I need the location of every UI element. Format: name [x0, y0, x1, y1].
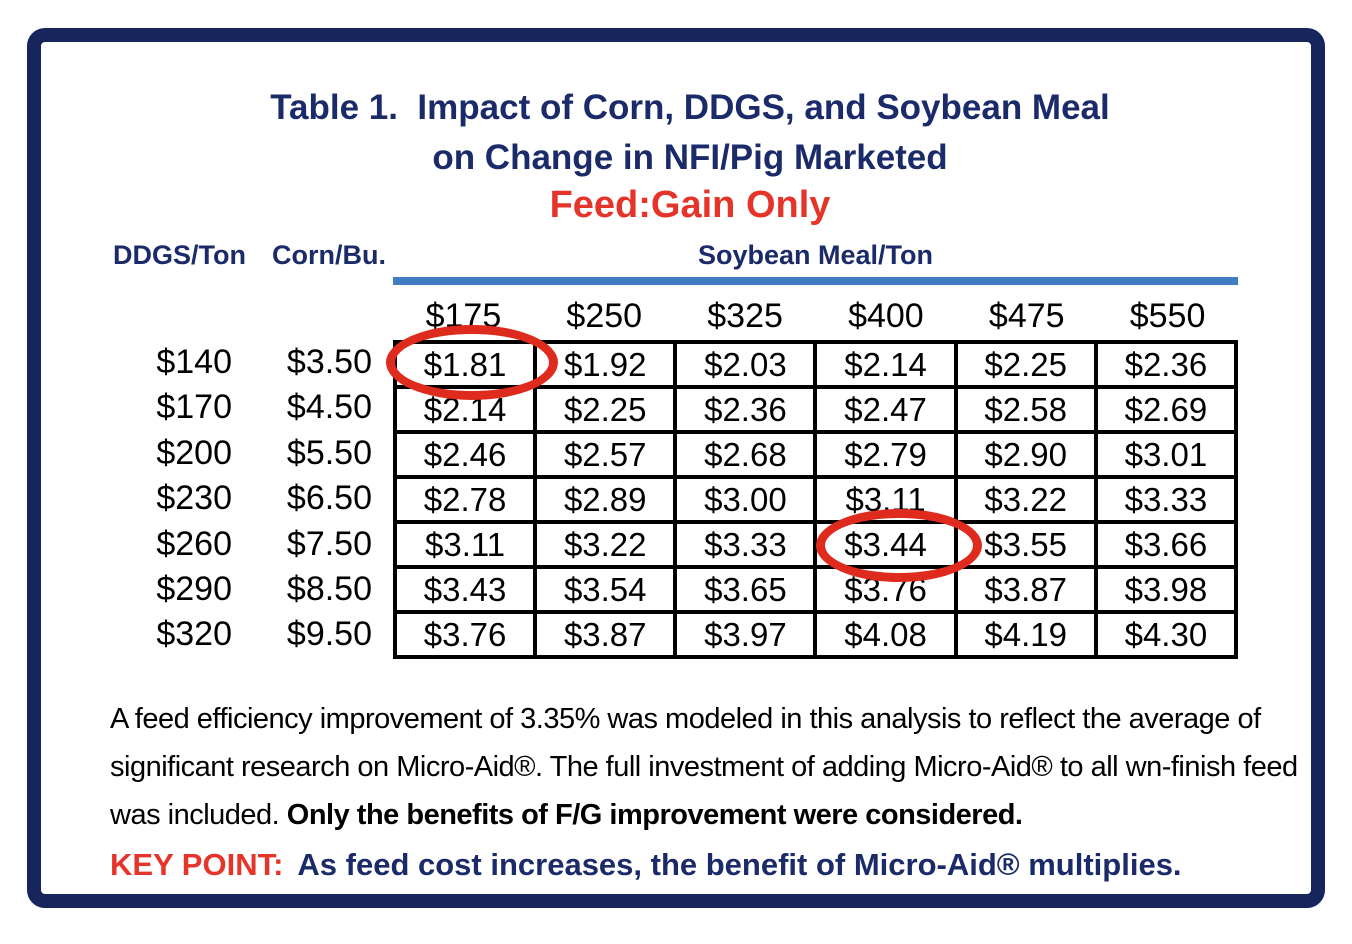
- price-header-cell: $250: [566, 297, 643, 335]
- table-cell: $2.46: [395, 432, 536, 477]
- corn-row-label: $5.50: [286, 433, 372, 472]
- table-cell: $3.11: [815, 477, 956, 522]
- table-cell: $2.14: [395, 387, 536, 432]
- key-point: KEY POINT: As feed cost increases, the be…: [110, 847, 1182, 883]
- table-row: $2.46 $2.57 $2.68 $2.79 $2.90 $3.01: [395, 432, 1236, 477]
- table-cell: $3.22: [535, 522, 676, 567]
- table-cell: $2.68: [675, 432, 816, 477]
- table-cell: $3.33: [675, 522, 816, 567]
- table-cell: $4.30: [1095, 612, 1236, 657]
- table-cell: $2.69: [1095, 387, 1236, 432]
- price-header-cell: $175: [425, 297, 502, 335]
- table-cell: $2.36: [675, 387, 816, 432]
- ddgs-row-label: $170: [156, 388, 232, 427]
- table-cell: $3.44: [815, 522, 956, 567]
- nfi-data-grid: $1.81 $1.92 $2.03 $2.14 $2.25 $2.36 $2.1…: [393, 340, 1238, 659]
- table-cell: $2.89: [535, 477, 676, 522]
- table-cell: $2.14: [815, 342, 956, 387]
- key-point-label: KEY POINT:: [110, 847, 284, 882]
- table-cell: $2.25: [955, 342, 1096, 387]
- ddgs-row-label: $200: [156, 433, 232, 472]
- table-cell: $3.00: [675, 477, 816, 522]
- corn-row-labels: $3.50 $4.50 $5.50 $6.50 $7.50 $8.50 $9.5…: [240, 340, 372, 658]
- table-cell: $3.76: [395, 612, 536, 657]
- table-cell: $2.47: [815, 387, 956, 432]
- corn-column-header: Corn/Bu.: [272, 240, 386, 270]
- ddgs-row-labels: $140 $170 $200 $230 $260 $290 $320: [100, 340, 232, 658]
- soybean-group-header: Soybean Meal/Ton: [697, 240, 934, 270]
- footnote-regular-text: A feed efficiency improvement of 3.35% w…: [110, 703, 1306, 831]
- table-row: $3.76 $3.87 $3.97 $4.08 $4.19 $4.30: [395, 612, 1236, 657]
- table-cell: $2.25: [535, 387, 676, 432]
- table-cell: $3.22: [955, 477, 1096, 522]
- table-cell: $3.87: [535, 612, 676, 657]
- table-cell: $3.76: [815, 567, 956, 612]
- table-cell: $2.03: [675, 342, 816, 387]
- table-title-line1: Table 1. Impact of Corn, DDGS, and Soybe…: [270, 88, 1110, 127]
- table-cell: $1.92: [535, 342, 676, 387]
- corn-row-label: $4.50: [286, 388, 372, 427]
- ddgs-row-label: $320: [156, 615, 232, 654]
- table-cell: $2.36: [1095, 342, 1236, 387]
- ddgs-column-header: DDGS/Ton: [113, 240, 246, 270]
- table-cell: $3.01: [1095, 432, 1236, 477]
- table-cell: $2.58: [955, 387, 1096, 432]
- table-cell: $4.19: [955, 612, 1096, 657]
- price-header-cell: $550: [1129, 297, 1206, 335]
- footnote: A feed efficiency improvement of 3.35% w…: [110, 695, 1338, 839]
- table-cell: $3.54: [535, 567, 676, 612]
- table-title-line2: on Change in NFI/Pig Marketed: [432, 138, 948, 177]
- table-cell: $2.79: [815, 432, 956, 477]
- corn-row-label: $7.50: [286, 524, 372, 563]
- ddgs-row-label: $260: [156, 524, 232, 563]
- footnote-bold-text: Only the benefits of F/G improvement wer…: [286, 799, 1023, 831]
- corn-row-label: $6.50: [286, 479, 372, 518]
- price-header-cell: $325: [707, 297, 783, 335]
- table-cell: $3.55: [955, 522, 1096, 567]
- table-cell: $3.98: [1095, 567, 1236, 612]
- table-cell: $4.08: [815, 612, 956, 657]
- table-row: $3.43 $3.54 $3.65 $3.76 $3.87 $3.98: [395, 567, 1236, 612]
- soybean-price-header-row: $175 $250 $325 $400 $475 $550: [393, 297, 1238, 336]
- ddgs-row-label: $230: [156, 479, 232, 518]
- table-cell: $3.97: [675, 612, 816, 657]
- corn-row-label: $9.50: [286, 615, 372, 654]
- table-cell: $2.90: [955, 432, 1096, 477]
- price-header-cell: $400: [848, 297, 924, 335]
- table-cell: $3.33: [1095, 477, 1236, 522]
- soybean-underline-rule: [393, 277, 1238, 285]
- table-cell: $3.65: [675, 567, 816, 612]
- corn-row-label: $3.50: [286, 343, 372, 381]
- table-row: $2.78 $2.89 $3.00 $3.11 $3.22 $3.33: [395, 477, 1236, 522]
- feed-gain-subtitle: Feed:Gain Only: [549, 184, 831, 226]
- table-row: $1.81 $1.92 $2.03 $2.14 $2.25 $2.36: [395, 342, 1236, 387]
- table-cell: $1.81: [395, 342, 536, 387]
- ddgs-row-label: $290: [156, 569, 232, 608]
- table-cell: $3.66: [1095, 522, 1236, 567]
- key-point-text: As feed cost increases, the benefit of M…: [297, 847, 1182, 882]
- price-header-cell: $475: [988, 297, 1065, 335]
- table-cell: $3.87: [955, 567, 1096, 612]
- table-cell: $3.43: [395, 567, 536, 612]
- corn-row-label: $8.50: [286, 569, 372, 608]
- table-cell: $3.11: [395, 522, 536, 567]
- table-row: $2.14 $2.25 $2.36 $2.47 $2.58 $2.69: [395, 387, 1236, 432]
- ddgs-row-label: $140: [156, 343, 232, 381]
- table-cell: $2.57: [535, 432, 676, 477]
- table-row: $3.11 $3.22 $3.33 $3.44 $3.55 $3.66: [395, 522, 1236, 567]
- table-cell: $2.78: [395, 477, 536, 522]
